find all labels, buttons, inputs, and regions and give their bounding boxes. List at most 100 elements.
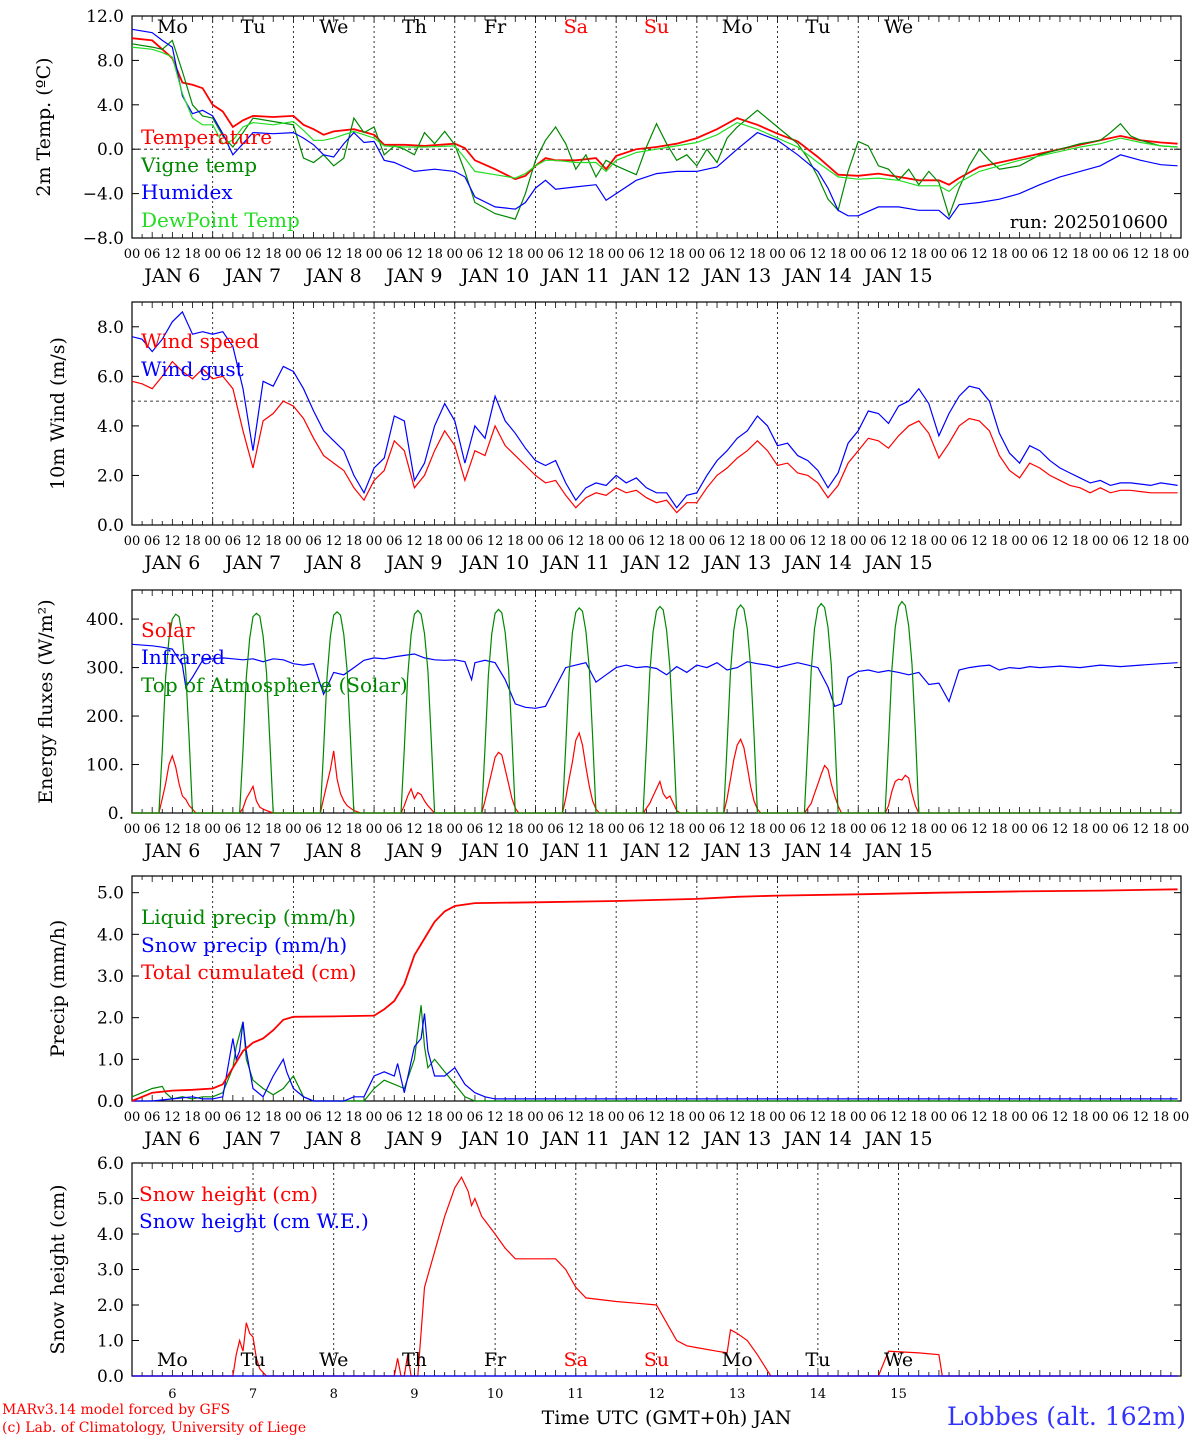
credit-lab: (c) Lab. of Climatology, University of L…: [2, 1420, 307, 1436]
plot-frame: [131, 589, 1182, 814]
panel-4: 5.0 4.0 3.0 2.0 1.0 0.0 Precip (mm/h) Liquid pr…: [47, 875, 1190, 1150]
x-hour-label: 06: [305, 534, 322, 549]
x-hour-label: 06: [951, 822, 968, 837]
x-hour-label: 06: [709, 534, 726, 549]
series-line-snow-precip-mm-h-: [132, 1013, 1178, 1102]
plot-frame: [131, 301, 1182, 526]
x-hour-label: 00: [931, 822, 948, 837]
x-hour-label: 18: [1072, 1110, 1089, 1125]
x-hour-label: 12: [164, 534, 181, 549]
x-hour-label: 00: [1011, 534, 1028, 549]
x-hour-label: 06: [628, 1110, 645, 1125]
series-line-snow-height-cm-: [132, 1175, 1178, 1377]
x-day-number: 7: [249, 1387, 257, 1402]
y-axis-title: Precip (mm/h): [47, 920, 69, 1058]
x-hour-label: 18: [830, 534, 847, 549]
x-day-label: JAN 11: [540, 552, 610, 574]
x-hour-label: 06: [225, 1110, 242, 1125]
x-hour-label: 12: [729, 822, 746, 837]
x-hour-label: 18: [830, 822, 847, 837]
x-hour-label: 18: [507, 1110, 524, 1125]
x-day-label: JAN 13: [701, 1128, 771, 1150]
x-day-label: JAN 9: [384, 265, 442, 287]
x-hour-label: 12: [406, 1110, 423, 1125]
x-hour-label: 12: [729, 1110, 746, 1125]
x-hour-label: 00: [608, 534, 625, 549]
x-hour-label: 12: [648, 1110, 665, 1125]
series-line-wind-speed: [131, 360, 1178, 514]
y-tick-label: 2.0: [97, 466, 124, 486]
y-tick-label: 0.0: [97, 1092, 124, 1112]
y-tick-label: 8.0: [97, 318, 124, 338]
x-day-label: JAN 11: [540, 840, 610, 862]
x-hour-label: 00: [608, 1110, 625, 1125]
legend-entry: Snow height (cm): [139, 1182, 318, 1206]
x-hour-label: 06: [628, 822, 645, 837]
x-hour-label: 12: [487, 247, 504, 262]
x-hour-label: 00: [124, 1110, 141, 1125]
station-label: Lobbes (alt. 162m): [946, 1402, 1186, 1431]
x-hour-label: 12: [971, 1110, 988, 1125]
y-tick-label: 1.0: [97, 1332, 124, 1352]
weekday-label: Sa: [564, 1349, 588, 1371]
x-hour-label: 00: [1173, 1110, 1190, 1125]
series-line-infrared: [131, 643, 1178, 709]
x-day-label: JAN 7: [223, 840, 281, 862]
legend-entry: Solar: [141, 618, 195, 642]
x-hour-label: 18: [1153, 247, 1170, 262]
x-hour-label: 06: [709, 1110, 726, 1125]
x-day-label: JAN 15: [862, 552, 932, 574]
legend-entry: Wind gust: [141, 357, 244, 381]
legend-entry: DewPoint Temp: [141, 208, 300, 232]
x-hour-label: 06: [1112, 1110, 1129, 1125]
x-day-label: JAN 10: [459, 552, 529, 574]
x-hour-label: 00: [1092, 822, 1109, 837]
x-day-label: JAN 12: [620, 1128, 690, 1150]
y-tick-label: 4.0: [97, 417, 124, 437]
x-hour-label: 18: [749, 822, 766, 837]
weekday-label: Th: [402, 16, 427, 38]
x-hour-label: 18: [668, 534, 685, 549]
x-day-label: JAN 9: [384, 552, 442, 574]
x-hour-label: 06: [547, 822, 564, 837]
x-hour-label: 00: [931, 534, 948, 549]
x-hour-label: 00: [769, 822, 786, 837]
weekday-label: We: [319, 16, 348, 38]
weekday-label: Th: [402, 1349, 427, 1371]
x-hour-label: 12: [1132, 534, 1149, 549]
y-tick-label: 0.0: [97, 516, 124, 536]
x-day-label: JAN 12: [620, 840, 690, 862]
panel-3: 400. 300. 200. 100. 0. Energy fluxes (W/m²) So…: [35, 589, 1189, 862]
x-hour-label: 06: [467, 1110, 484, 1125]
y-tick-label: 3.0: [97, 1261, 124, 1281]
y-axis-title: 2m Temp. (ºC): [33, 57, 55, 196]
y-axis-title: 10m Wind (m/s): [47, 337, 69, 490]
x-hour-label: 06: [305, 1110, 322, 1125]
x-hour-label: 00: [204, 822, 221, 837]
x-hour-label: 18: [1153, 534, 1170, 549]
x-hour-label: 18: [588, 1110, 605, 1125]
x-day-label: JAN 15: [862, 265, 932, 287]
x-hour-label: 00: [1092, 1110, 1109, 1125]
x-hour-label: 06: [467, 822, 484, 837]
x-hour-label: 06: [386, 247, 403, 262]
x-day-label: JAN 14: [782, 1128, 852, 1150]
credit-model: MARv3.14 model forced by GFS: [2, 1402, 231, 1418]
x-hour-label: 06: [870, 247, 887, 262]
x-day-label: JAN 8: [304, 840, 362, 862]
x-hour-label: 00: [366, 534, 383, 549]
x-day-number: 13: [729, 1387, 746, 1402]
x-hour-label: 06: [951, 1110, 968, 1125]
x-day-label: JAN 6: [142, 552, 200, 574]
x-hour-label: 18: [830, 247, 847, 262]
x-hour-label: 12: [406, 247, 423, 262]
x-hour-label: 12: [890, 534, 907, 549]
x-hour-label: 00: [124, 822, 141, 837]
x-hour-label: 18: [1072, 822, 1089, 837]
x-day-number: 14: [810, 1387, 827, 1402]
x-hour-label: 18: [426, 534, 443, 549]
weekday-label: Mo: [157, 16, 188, 38]
x-hour-label: 00: [446, 534, 463, 549]
legend-entry: Humidex: [141, 180, 233, 204]
x-hour-label: 06: [386, 822, 403, 837]
